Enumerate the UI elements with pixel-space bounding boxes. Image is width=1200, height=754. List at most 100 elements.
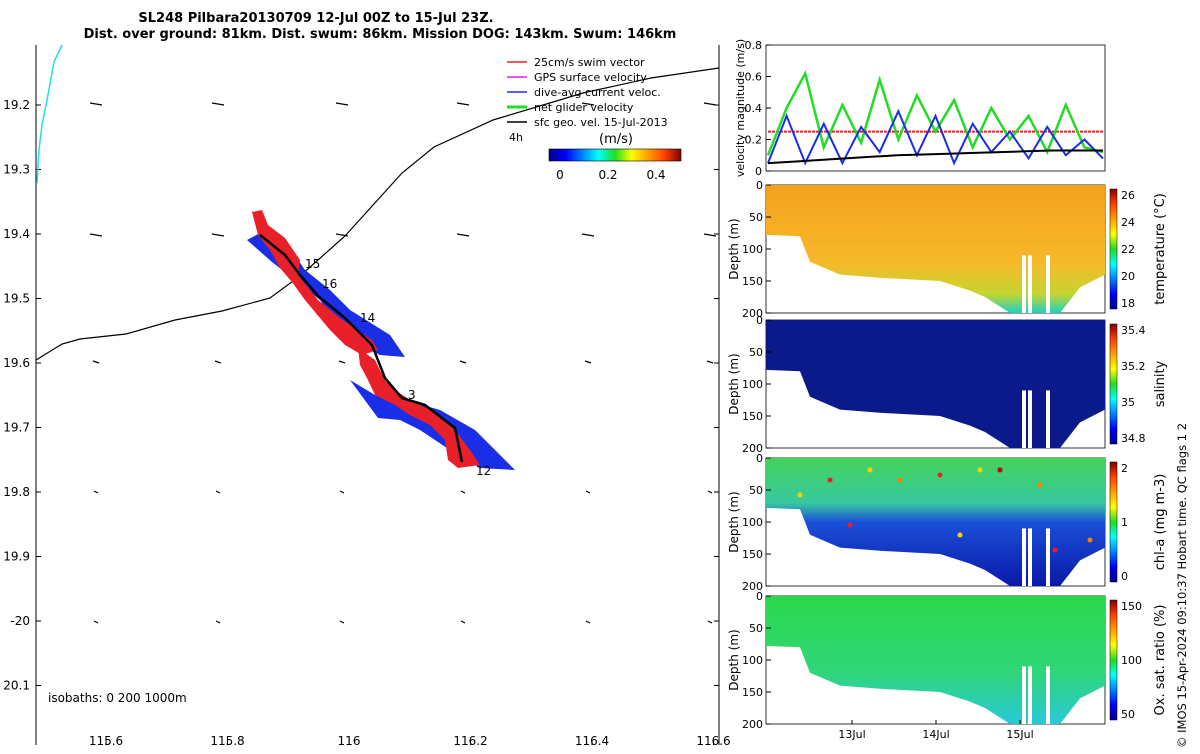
map-ytick-label: 19.3 [3,163,30,177]
depth-tick-label: 0 [756,452,763,465]
colorbar-tick-label: 100 [1121,654,1142,667]
depth-tick-label: 50 [749,622,763,635]
day-label-12: 12 [476,464,491,478]
chl-sample-dot [1087,537,1093,543]
colorbar-tick-2: 0.4 [646,168,665,182]
swim-vector-cluster [252,210,378,355]
depth-tick-label: 200 [742,580,763,593]
colorbar-label: chl-a (mg m-3) [1153,474,1168,571]
chl-sample-dot [897,477,903,483]
section-colorbar [1109,599,1118,721]
geo-arrow [585,490,591,494]
geo-arrow [338,360,346,364]
legend-label: 25cm/s swim vector [534,56,645,69]
geo-velocity-arrows [89,102,717,624]
geo-arrow [339,620,345,624]
colorbar-tick-label: 1 [1121,516,1128,529]
depth-tick-label: 150 [742,686,763,699]
legend-item: dive-avg current veloc. [507,86,661,99]
map-y-ticks: 19.2 19.3 19.4 19.5 19.6 19.7 19.8 19.9 -20 20.1 [3,98,719,693]
velocity-ytick-label: 0 [755,165,762,178]
section-ylabel: Depth (m) [727,218,741,279]
geo-arrow [93,620,99,624]
footer-credit: © IMOS 15-Apr-2024 09:10:37 Hobart time.… [1175,423,1189,748]
coastline [36,44,63,184]
colorbar-label: salinity [1153,360,1168,407]
colorbar-tick-label: 26 [1121,189,1135,202]
day-label-14: 14 [360,311,375,325]
velocity-series-line [767,108,1104,166]
depth-tick-label: 100 [742,654,763,667]
geo-arrow [93,490,99,494]
velocity-panel: 0 0.2 0.4 0.6 0.8 velocity magnitude (m/s) [734,39,1106,178]
depth-tick-label: 0 [756,179,763,192]
depth-tick-label: 100 [742,243,763,256]
map-xtick-label: 116.6 [696,734,730,748]
velocity-ytick-label: 0.2 [745,134,763,147]
map-ytick-label: 20.1 [3,679,30,693]
geo-arrow [339,490,345,494]
colorbar-tick-1: 0.2 [598,168,617,182]
depth-tick-label: 50 [749,484,763,497]
geo-arrow [706,360,714,364]
legend-label: sfc geo. vel. 15-Jul-2013 [534,116,668,129]
depth-tick-label: 200 [742,307,763,320]
colorbar-tick-0: 0 [556,168,564,182]
colorbar-tick-label: 2 [1121,462,1128,475]
geo-arrow [707,620,713,624]
isobaths-label: isobaths: 0 200 1000m [48,691,187,705]
depth-tick-label: 0 [756,314,763,327]
geo-arrow [584,360,592,364]
depth-tick-label: 100 [742,378,763,391]
colorbar-tick-label: 18 [1121,297,1135,310]
chl-sample-dot [847,522,853,528]
chl-sample-dot [1052,547,1058,553]
colorbar-title: (m/s) [599,132,633,147]
geo-arrow [703,102,717,106]
time-tick-label: 13Jul [838,728,865,741]
geo-arrow [456,102,470,106]
colorbar-tick-label: 35.4 [1121,324,1146,337]
map-xtick-label: 115.6 [89,734,123,748]
geo-arrow [211,102,225,106]
legend-label: GPS surface velocity [534,71,647,84]
geo-arrow [89,233,103,237]
legend-item: 25cm/s swim vector [507,56,645,69]
map-ytick-label: 19.9 [3,550,30,564]
section-data-fill [766,596,1105,724]
geo-arrow [335,102,349,106]
chl-sample-dot [797,492,803,498]
day-label-16: 16 [322,277,337,291]
colorbar-tick-label: 0 [1121,570,1128,583]
chl-sample-dot [997,467,1003,473]
geo-arrow [211,233,225,237]
geo-arrow [89,102,103,106]
section-ylabel: Depth (m) [727,491,741,552]
chl-sample-dot [1037,482,1043,488]
colorbar-tick-label: 35 [1121,396,1135,409]
velocity-ylabel: velocity magnitude (m/s) [734,39,747,177]
velocity-series-line [767,149,1103,165]
geo-arrow [581,233,595,237]
map-x-ticks: 115.6 115.8 116 116.2 116.4 116.6 [89,734,731,748]
section-data-fill [766,185,1105,313]
depth-tick-label: 150 [742,548,763,561]
legend-label: dive-avg current veloc. [534,86,661,99]
figure-title-line2: Dist. over ground: 81km. Dist. swum: 86k… [84,27,677,42]
swim-vector-cluster-2 [358,348,480,468]
geo-arrow [581,102,595,106]
map-xtick-label: 116.2 [453,734,487,748]
section-data-fill [766,458,1105,586]
chl-sample-dot [867,467,873,473]
legend-item: sfc geo. vel. 15-Jul-2013 [507,116,668,129]
geo-arrow [456,233,470,237]
glider-track [259,234,464,463]
depth-tick-label: 100 [742,516,763,529]
speed-colorbar: (m/s) 0 0.2 0.4 [548,132,682,182]
colorbar-label: Ox. sat. ratio (%) [1153,605,1168,716]
geo-arrow [215,490,221,494]
day-label-13: 3 [408,388,416,402]
map-ytick-label: 19.4 [3,227,30,241]
